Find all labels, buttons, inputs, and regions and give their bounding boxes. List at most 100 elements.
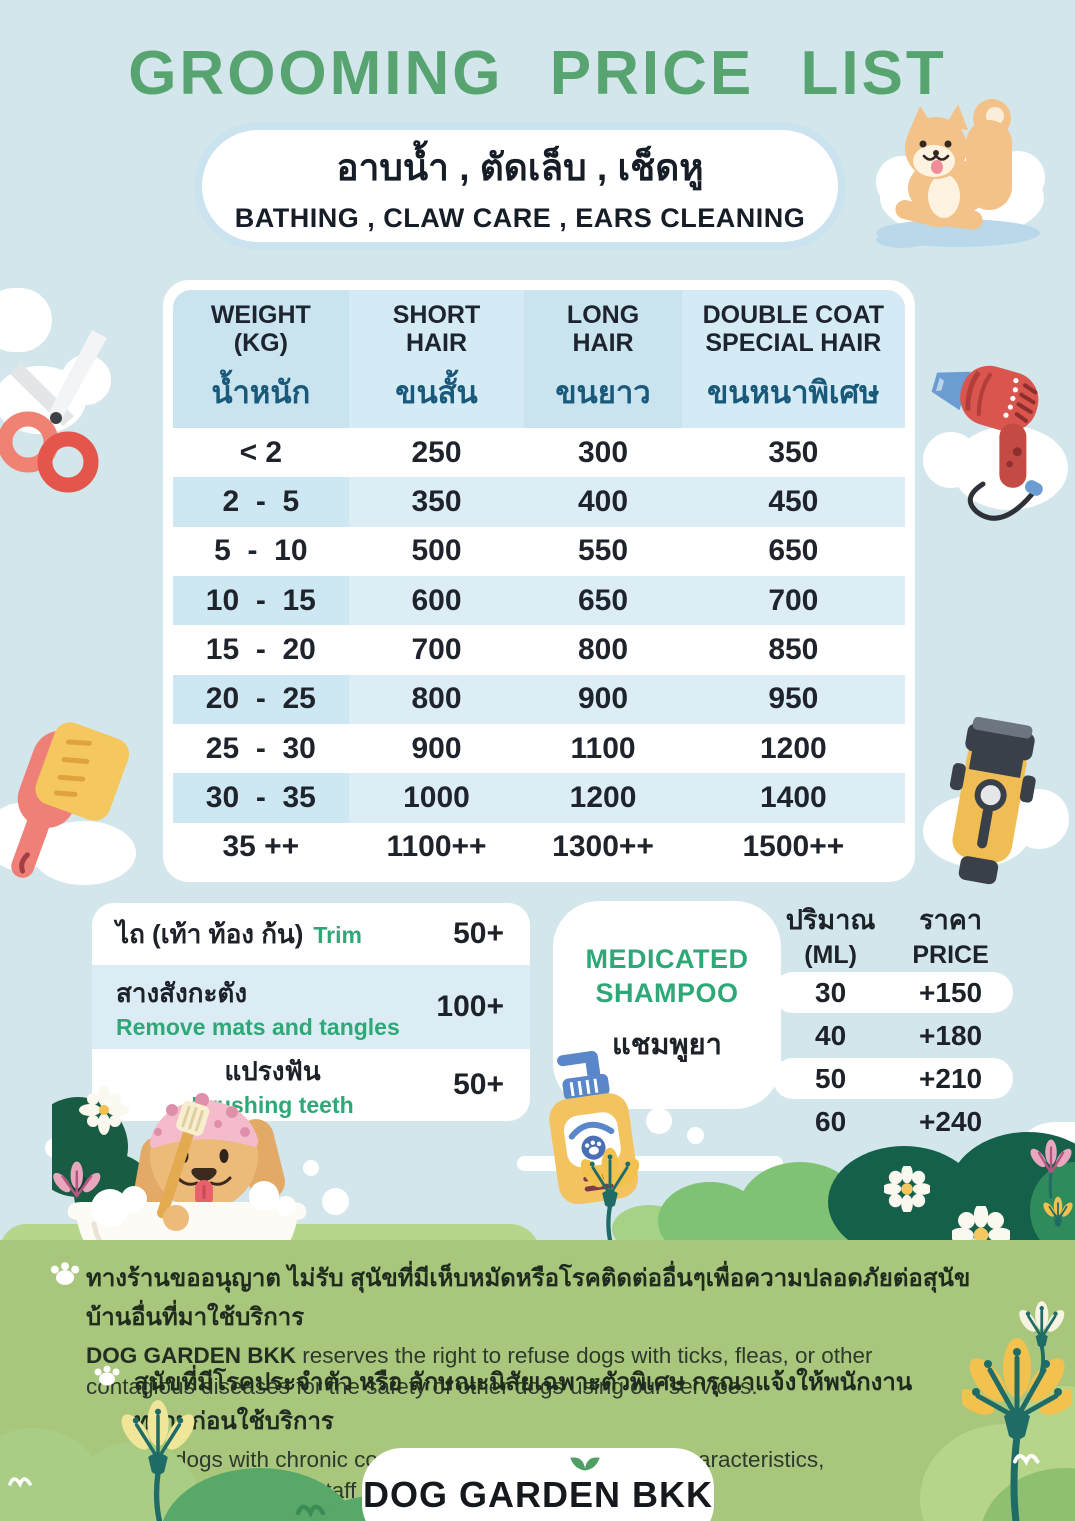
price-header-english: PRICE bbox=[912, 941, 989, 969]
price-cell: 1100 bbox=[570, 731, 636, 765]
notice-english-text: reserves the right to refuse dogs with t… bbox=[86, 1343, 873, 1400]
price-cell: 700 bbox=[681, 575, 905, 626]
column-header-long-hair: LONG HAIR ขนยาว bbox=[524, 290, 682, 428]
extra-service-trim: ไถ (เท้า ท้อง ก้น) Trim 50+ bbox=[92, 903, 530, 965]
price-cell: 500 bbox=[411, 534, 462, 568]
price-value: +210 bbox=[919, 1062, 983, 1094]
brush-icon bbox=[0, 722, 136, 885]
column-header-weight: WEIGHT (KG) น้ำหนัก bbox=[173, 290, 349, 428]
flower bbox=[580, 1147, 640, 1244]
shampoo-table-row: 60 +240 bbox=[773, 1101, 1013, 1142]
table-row: 10 - 15 600 650 700 bbox=[173, 575, 905, 626]
price-cell: 800 bbox=[348, 674, 525, 724]
column-header-en: (KG) bbox=[233, 329, 288, 357]
weight-cell: 15 - 20 bbox=[205, 632, 316, 666]
service-price: 50+ bbox=[453, 1068, 504, 1101]
column-header-en: LONG bbox=[566, 301, 640, 329]
column-header-en: SHORT bbox=[392, 301, 481, 329]
service-price: 100+ bbox=[436, 990, 504, 1023]
price-cell: 950 bbox=[681, 674, 905, 724]
shampoo-table-row: 40 +180 bbox=[773, 1015, 1013, 1056]
clippers-icon bbox=[923, 716, 1069, 885]
medicated-title-line2: SHAMPOO bbox=[595, 978, 739, 1008]
medicated-shampoo-bubble: MEDICATED SHAMPOO แชมพูยา bbox=[553, 901, 781, 1109]
subtitle-pill: อาบน้ำ , ตัดเล็บ , เช็ดหู BATHING , CLAW… bbox=[202, 130, 838, 242]
price-cell: 900 bbox=[524, 674, 682, 724]
price-cell: 1200 bbox=[759, 731, 827, 765]
price-table: WEIGHT (KG) น้ำหนัก SHORT HAIR ขนสั้น LO… bbox=[163, 280, 915, 882]
price-cell: 900 bbox=[411, 731, 462, 765]
table-row: 5 - 10 500 550 650 bbox=[173, 527, 905, 576]
service-thai: แปรงฟัน bbox=[224, 1056, 321, 1086]
column-header-en: SPECIAL HAIR bbox=[705, 329, 882, 357]
price-header-thai: ราคา bbox=[919, 905, 983, 935]
price-cell: 700 bbox=[411, 632, 462, 666]
table-row: 15 - 20 700 800 850 bbox=[173, 625, 905, 674]
price-cell: 450 bbox=[681, 477, 905, 527]
table-row: < 2 250 300 350 bbox=[173, 428, 905, 477]
service-thai: ไถ (เท้า ท้อง ก้น) bbox=[116, 918, 304, 949]
page-title: GROOMING PRICE LIST bbox=[128, 39, 947, 108]
price-cell: 1500++ bbox=[742, 830, 845, 864]
price-cell: 400 bbox=[524, 477, 682, 527]
notice-english: DOG GARDEN BKK reserves the right to ref… bbox=[86, 1340, 966, 1402]
bubble bbox=[687, 1127, 704, 1144]
price-cell: 1400 bbox=[681, 773, 905, 823]
bubble bbox=[646, 1108, 672, 1134]
bubble bbox=[322, 1188, 349, 1215]
ml-value: 50 bbox=[815, 1062, 847, 1094]
service-price: 50+ bbox=[453, 917, 504, 950]
cloud bbox=[0, 288, 52, 352]
price-header: ราคา PRICE bbox=[888, 898, 1013, 970]
column-header-thai: ขนยาว bbox=[555, 375, 651, 410]
service-thai: สางสังกะตัง bbox=[116, 978, 248, 1008]
column-header-en: WEIGHT bbox=[210, 301, 311, 329]
flower bbox=[1043, 1196, 1073, 1227]
volume-header-unit: (ML) bbox=[804, 941, 857, 969]
column-header-double-coat: DOUBLE COAT SPECIAL HAIR ขนหนาพิเศษ bbox=[681, 290, 905, 428]
medicated-title-line1: MEDICATED bbox=[585, 944, 749, 975]
shampoo-table-header: ปริมาณ (ML) ราคา PRICE bbox=[773, 898, 1013, 970]
paw-icon bbox=[50, 1262, 80, 1285]
shampoo-table-row: 50 +210 bbox=[773, 1058, 1013, 1099]
weight-cell: < 2 bbox=[239, 435, 283, 469]
weight-cell: 25 - 30 bbox=[205, 731, 316, 765]
extra-service-mats: สางสังกะตัง Remove mats and tangles 100+ bbox=[92, 965, 530, 1049]
ml-value: 60 bbox=[815, 1105, 847, 1137]
price-table-body: < 2 250 300 350 2 - 5 350 400 450 5 - 10… bbox=[173, 428, 905, 872]
flower bbox=[121, 1400, 195, 1521]
bush-squiggle bbox=[8, 1477, 32, 1488]
paw-icon bbox=[94, 1365, 120, 1386]
flower bbox=[1030, 1139, 1072, 1199]
column-header-en: HAIR bbox=[405, 329, 468, 357]
price-cell: 650 bbox=[524, 575, 682, 626]
service-english: Remove mats and tangles bbox=[116, 1014, 400, 1040]
table-row: 20 - 25 800 900 950 bbox=[173, 674, 905, 724]
table-row: 2 - 5 350 400 450 bbox=[173, 477, 905, 527]
shiba-dog-illustration bbox=[876, 99, 1045, 248]
brand-name: DOG GARDEN BKK bbox=[86, 1343, 297, 1368]
flower bbox=[962, 1301, 1072, 1521]
notice-thai: ทางร้านขออนุญาต ไม่รับ สุนัขที่มีเห็บหมั… bbox=[86, 1265, 971, 1331]
subtitle-thai: อาบน้ำ , ตัดเล็บ , เช็ดหู bbox=[336, 147, 704, 188]
column-header-en: DOUBLE COAT bbox=[702, 301, 885, 329]
service-english: Trim bbox=[313, 921, 362, 948]
ml-value: 30 bbox=[815, 976, 847, 1008]
price-cell: 1000 bbox=[348, 773, 525, 823]
scissors-icon bbox=[0, 330, 111, 493]
shampoo-price-table: ปริมาณ (ML) ราคา PRICE 30 +150 40 +180 5… bbox=[773, 898, 1013, 1142]
price-value: +180 bbox=[919, 1019, 983, 1051]
price-cell: 1100++ bbox=[386, 830, 487, 864]
price-cell: 300 bbox=[578, 435, 629, 469]
weight-cell: 10 - 15 bbox=[173, 575, 349, 626]
weight-cell: 5 - 10 bbox=[214, 534, 308, 568]
table-row: 30 - 35 1000 1200 1400 bbox=[173, 773, 905, 823]
weight-cell: 20 - 25 bbox=[173, 674, 349, 724]
price-value: +240 bbox=[919, 1105, 983, 1137]
price-cell: 350 bbox=[768, 435, 819, 469]
price-value: +150 bbox=[919, 976, 983, 1008]
volume-header: ปริมาณ (ML) bbox=[773, 898, 888, 970]
column-header-thai: น้ำหนัก bbox=[211, 375, 311, 410]
table-row: 25 - 30 900 1100 1200 bbox=[173, 724, 905, 773]
